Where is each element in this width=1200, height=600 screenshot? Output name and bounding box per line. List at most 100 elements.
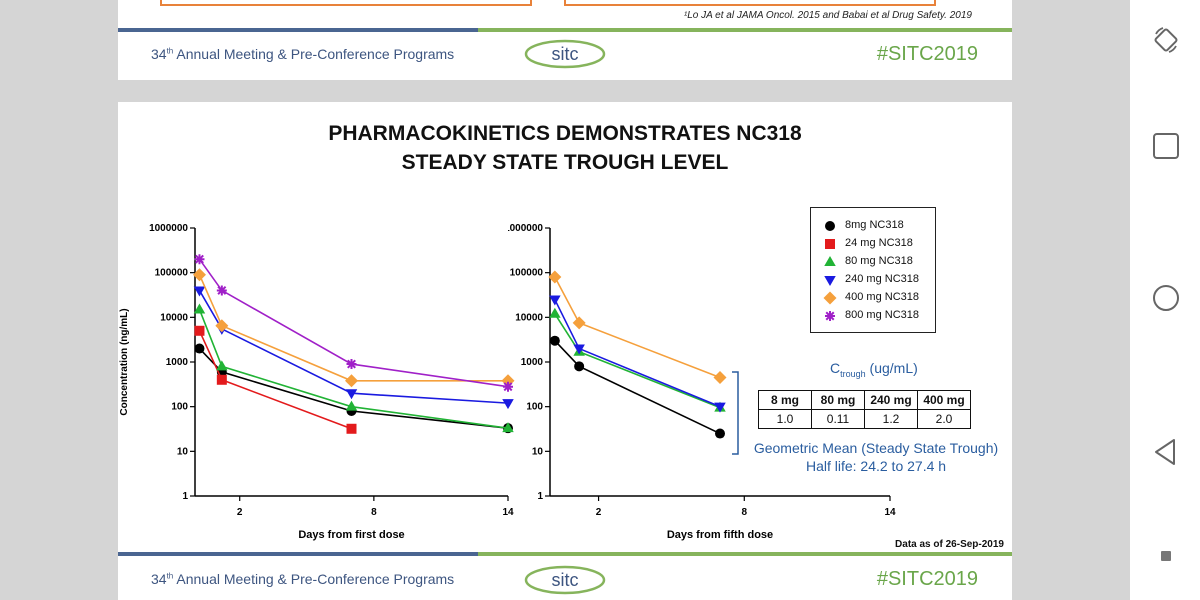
x-axis-label: Days from first dose (298, 529, 404, 541)
axes: 1 10 100 1000 10000 100000 1000000 2 8 14 (508, 223, 896, 518)
data-point (346, 423, 357, 434)
y-tick-label: 1000000 (149, 223, 188, 234)
footer-meeting-title: 34th Annual Meeting & Pre-Conference Pro… (151, 571, 455, 587)
y-tick-label: 1 (182, 491, 188, 502)
series-240-mg-nc318 (549, 295, 726, 413)
y-axis-label: Concentration (ng/mL) (119, 308, 130, 415)
series-80-mg-nc318 (193, 303, 514, 433)
trough-header-80mg: 80 mg (811, 390, 865, 410)
data-point (194, 254, 205, 265)
y-tick-label: 100000 (510, 268, 544, 279)
back-triangle-icon[interactable] (1148, 434, 1184, 470)
rotate-icon[interactable] (1148, 22, 1184, 58)
trough-header-240mg: 240 mg (864, 390, 918, 410)
data-point (193, 303, 206, 314)
footer-blue-band (118, 552, 478, 556)
legend-marker (824, 256, 836, 266)
svg-text:sitc: sitc (552, 44, 579, 64)
series-8mg-nc318 (549, 335, 725, 439)
axes: 1 10 100 1000 10000 100000 1000000 2 8 14 (149, 223, 514, 518)
y-tick-label: 100 (526, 402, 543, 413)
series-240-mg-nc318 (193, 286, 514, 410)
data-point (549, 295, 561, 306)
y-tick-label: 1 (537, 491, 543, 502)
data-point (192, 268, 206, 282)
y-tick-label: 100000 (155, 268, 189, 279)
legend-marker (824, 276, 836, 286)
slide-header-fragment: ¹Lo JA et al JAMA Oncol. 2015 and Babai … (118, 0, 1012, 80)
data-point (549, 335, 560, 346)
series-24-mg-nc318 (194, 325, 357, 434)
y-tick-label: 1000000 (508, 223, 543, 234)
meeting-title: 34th Annual Meeting & Pre-Conference Pro… (151, 46, 455, 62)
green-band (478, 28, 1012, 32)
data-point (503, 381, 513, 392)
data-point (194, 343, 205, 354)
data-point (216, 374, 227, 385)
y-tick-label: 1000 (521, 357, 544, 368)
y-tick-label: 10000 (515, 312, 543, 323)
pk-chart-first-dose: 1 10 100 1000 10000 100000 1000000 2 8 14 Days fro… (119, 223, 515, 541)
legend-label-800mg: 800 mg NC318 (845, 309, 919, 321)
footnote: ¹Lo JA et al JAMA Oncol. 2015 and Babai … (683, 10, 972, 21)
data-point (573, 344, 585, 355)
data-point (346, 359, 357, 370)
half-life-label: Half life: 24.2 to 27.4 h (805, 458, 947, 474)
data-point (713, 370, 727, 384)
legend-marker (823, 291, 837, 305)
orange-box-right (564, 0, 936, 6)
data-point (572, 316, 586, 330)
series-400-mg-nc318 (548, 270, 727, 384)
legend-marker (825, 311, 835, 321)
square-icon[interactable] (1148, 128, 1184, 164)
footer-hashtag: #SITC2019 (876, 568, 978, 590)
data-point (548, 270, 562, 284)
series-400-mg-nc318 (192, 268, 515, 388)
orange-box-left (160, 0, 532, 6)
slide-title-line2: STEADY STATE TROUGH LEVEL (401, 151, 729, 174)
x-tick-label: 14 (884, 507, 896, 518)
ctrough-label: Ctrough (ug/mL) (830, 360, 918, 379)
legend-label-240mg: 240 mg NC318 (845, 273, 919, 285)
blue-band (118, 28, 478, 32)
small-square-icon[interactable] (1148, 538, 1184, 574)
bracket-icon (732, 371, 739, 455)
x-tick-label: 8 (742, 507, 748, 518)
legend-marker (825, 239, 835, 249)
geometric-mean-label: Geometric Mean (Steady State Trough) (753, 440, 999, 456)
trough-header-8mg: 8 mg (758, 390, 812, 410)
data-point (714, 402, 726, 413)
y-tick-label: 10000 (160, 312, 188, 323)
slide-title-line1: PHARMACOKINETICS DEMONSTRATES NC318 (328, 122, 802, 145)
series-8mg-nc318 (194, 343, 513, 434)
y-tick-label: 10 (532, 446, 544, 457)
footer-green-band (478, 552, 1012, 556)
data-point (193, 286, 206, 297)
trough-table: 8 mg 80 mg 240 mg 400 mg 1.0 0.11 1.2 2.… (758, 390, 971, 429)
data-as-of: Data as of 26-Sep-2019 (895, 539, 1004, 550)
data-point (715, 428, 725, 439)
data-point (502, 422, 514, 433)
y-tick-label: 10 (177, 446, 189, 457)
trough-value-400mg: 2.0 (917, 409, 971, 429)
chart-legend: 8mg NC318 24 mg NC318 80 mg NC318 240 mg… (810, 207, 936, 333)
trough-value-240mg: 1.2 (864, 409, 918, 429)
data-point (194, 325, 205, 336)
series-800-mg-nc318 (194, 254, 513, 392)
legend-label-8mg: 8mg NC318 (845, 219, 904, 231)
legend-label-80mg: 80 mg NC318 (845, 255, 913, 267)
x-tick-label: 2 (596, 507, 602, 518)
data-point (216, 360, 228, 371)
data-point (216, 285, 227, 296)
y-tick-label: 1000 (166, 357, 189, 368)
data-point (345, 374, 358, 388)
circle-icon[interactable] (1148, 280, 1184, 316)
series-line (198, 290, 509, 404)
data-point (345, 400, 358, 411)
data-point (345, 389, 358, 400)
x-tick-label: 14 (502, 507, 514, 518)
legend-label-24mg: 24 mg NC318 (845, 237, 913, 249)
footer-sitc-logo: sitc (524, 565, 606, 595)
series-line (198, 258, 509, 388)
trough-header-400mg: 400 mg (917, 390, 971, 410)
